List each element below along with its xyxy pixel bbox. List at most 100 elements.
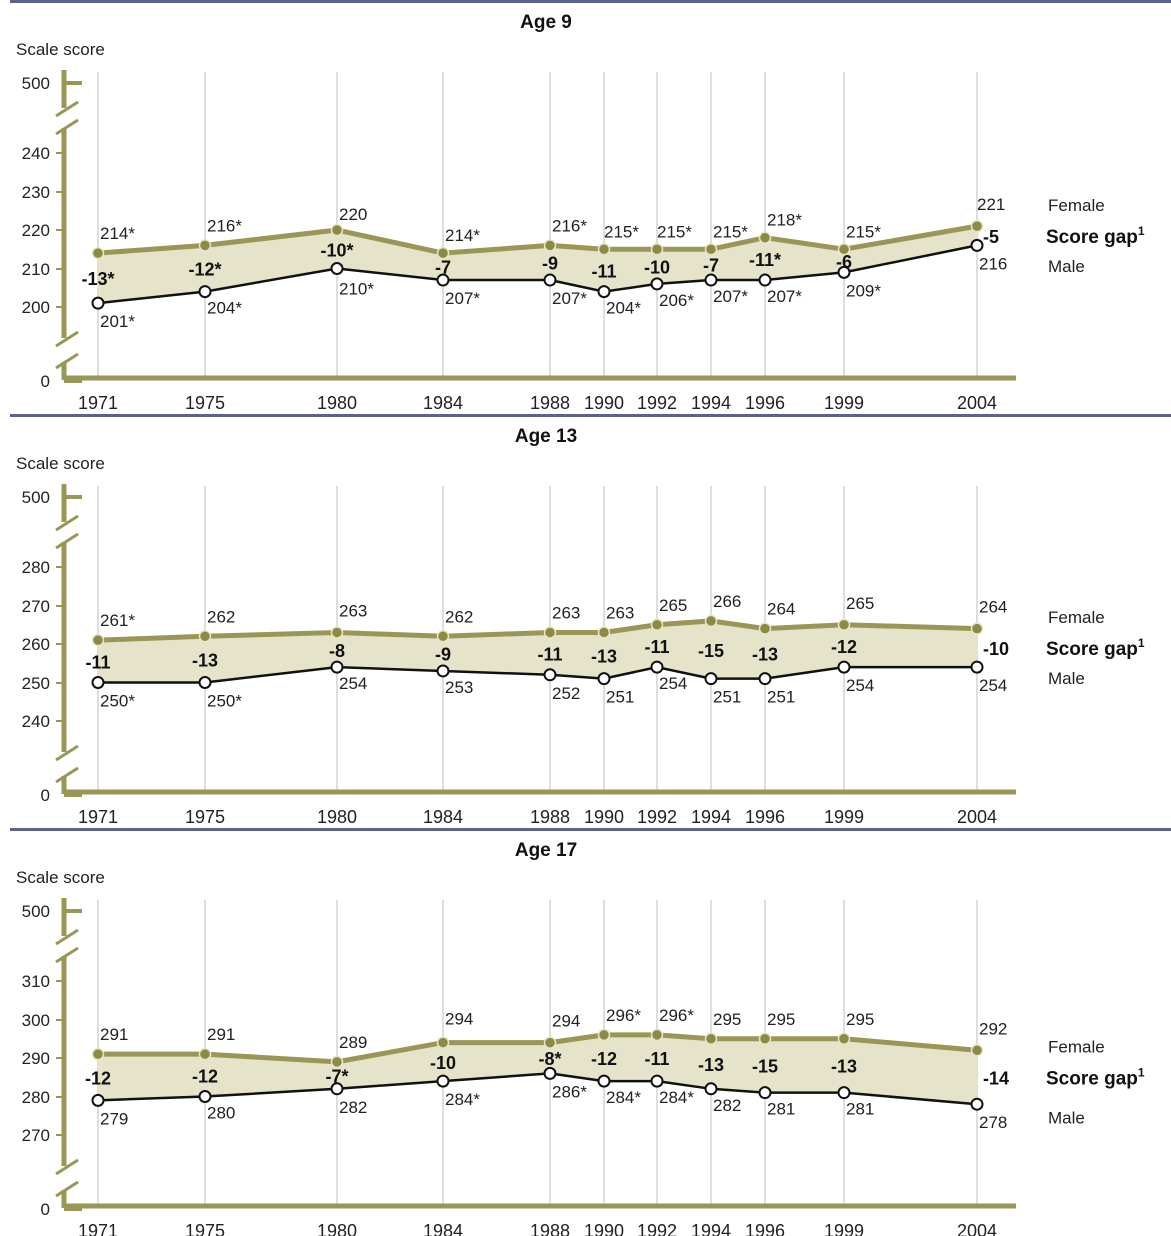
female-value-label: 218* (767, 211, 802, 230)
female-point-1992 (650, 618, 664, 631)
x-tick-label: 1996 (745, 393, 785, 413)
male-point-1990 (597, 1074, 611, 1088)
x-tick-label: 1971 (78, 807, 118, 827)
y-tick-label: 270 (22, 1126, 50, 1145)
male-point-1971 (91, 1093, 105, 1107)
score-gap-label: -13 (192, 650, 218, 670)
x-tick-label: 1999 (824, 1221, 864, 1236)
legend-score-gap: Score gap1 (1046, 224, 1145, 248)
male-point-1994 (704, 273, 718, 287)
male-value-label: 216 (979, 254, 1007, 273)
female-point-2004 (970, 219, 984, 233)
female-value-label: 263 (552, 603, 580, 622)
male-value-label: 286* (552, 1082, 587, 1101)
chart-title: Age 17 (515, 840, 577, 861)
male-value-label: 209* (846, 281, 881, 300)
x-tick-label: 1994 (691, 1221, 731, 1236)
male-value-label: 251 (606, 688, 634, 707)
male-value-label: 254 (659, 674, 687, 693)
score-gap-band (98, 226, 977, 304)
score-gap-label: -12 (591, 1049, 617, 1069)
male-point-1994 (704, 1082, 718, 1096)
axis-break-mark (55, 352, 79, 370)
female-point-1975 (198, 1047, 212, 1061)
female-value-label: 265 (659, 596, 687, 615)
male-point-1984 (436, 1074, 450, 1088)
score-gap-label: -11 (644, 1049, 669, 1069)
chart-panel-age-9: Age 9 Scale score 500 240 230 220 210 200 0 1971 1… (10, 0, 1171, 413)
y-tick-label: 280 (22, 1088, 50, 1107)
legend-male: Male (1048, 257, 1085, 276)
score-gap-label: -6 (836, 252, 852, 272)
y-tick-label: 210 (22, 260, 50, 279)
female-value-label: 295 (846, 1010, 874, 1029)
female-value-label: 216* (207, 216, 242, 235)
female-value-label: 215* (604, 222, 639, 241)
y-tick-label: 290 (22, 1049, 50, 1068)
y-tick-label: 500 (22, 902, 50, 921)
male-value-label: 207* (445, 289, 480, 308)
score-gap-label: -13 (831, 1057, 857, 1077)
score-gap-label: -8* (538, 1049, 561, 1069)
female-value-label: 214* (445, 226, 480, 245)
female-value-label: 296* (659, 1006, 694, 1025)
x-tick-label: 1992 (637, 393, 677, 413)
axis-break-mark (55, 1180, 79, 1198)
female-point-1988 (543, 1036, 557, 1049)
female-value-label: 264 (767, 600, 795, 619)
female-point-1980 (330, 223, 344, 237)
y-tick-label: 200 (22, 298, 50, 317)
female-point-1999 (837, 243, 851, 256)
score-gap-label: -11 (85, 652, 110, 672)
score-gap-label: -10 (430, 1053, 456, 1073)
score-gap-label: -11 (644, 637, 669, 657)
x-tick-label: 2004 (957, 393, 997, 413)
legend-score-gap: Score gap1 (1046, 636, 1145, 660)
male-value-label: 251 (713, 688, 741, 707)
female-point-1990 (597, 626, 611, 639)
x-tick-label: 1996 (745, 807, 785, 827)
male-point-2004 (970, 660, 984, 674)
female-point-1996 (758, 1032, 772, 1045)
female-point-1996 (758, 231, 772, 244)
legend-male: Male (1048, 669, 1085, 688)
female-point-1980 (330, 1055, 344, 1069)
male-value-label: 281 (846, 1100, 874, 1119)
y-tick-label: 0 (41, 786, 50, 805)
score-gap-label: -11 (537, 645, 562, 665)
female-value-label: 261* (100, 611, 135, 630)
male-value-label: 282 (713, 1096, 741, 1115)
male-point-1996 (758, 273, 772, 287)
male-point-1994 (704, 672, 718, 686)
female-value-label: 215* (657, 222, 692, 241)
axis-break-mark (55, 744, 79, 762)
male-value-label: 252 (552, 684, 580, 703)
female-value-label: 294 (552, 1012, 580, 1031)
male-point-1988 (543, 1066, 557, 1080)
male-value-label: 207* (713, 287, 748, 306)
female-value-label: 215* (713, 222, 748, 241)
score-gap-label: -10* (320, 240, 353, 260)
x-tick-label: 1992 (637, 807, 677, 827)
female-point-1988 (543, 626, 557, 639)
y-axis-label: Scale score (16, 454, 105, 473)
male-value-label: 284* (659, 1088, 694, 1107)
axis-break-mark (55, 766, 79, 784)
male-point-1975 (198, 285, 212, 299)
score-gap-label: -15 (752, 1057, 778, 1077)
female-value-label: 295 (767, 1010, 795, 1029)
male-point-1992 (650, 277, 664, 291)
y-tick-label: 0 (41, 372, 50, 391)
female-value-label: 292 (979, 1019, 1007, 1038)
axis-break-mark (55, 330, 79, 348)
male-point-1996 (758, 1086, 772, 1100)
male-point-1999 (837, 1086, 851, 1100)
female-value-label: 265 (846, 594, 874, 613)
male-point-1992 (650, 660, 664, 674)
female-value-label: 221 (977, 195, 1005, 214)
x-tick-label: 1988 (530, 1221, 570, 1236)
x-tick-label: 1971 (78, 393, 118, 413)
y-tick-label: 500 (22, 488, 50, 507)
y-tick-label: 230 (22, 183, 50, 202)
male-point-1984 (436, 664, 450, 678)
